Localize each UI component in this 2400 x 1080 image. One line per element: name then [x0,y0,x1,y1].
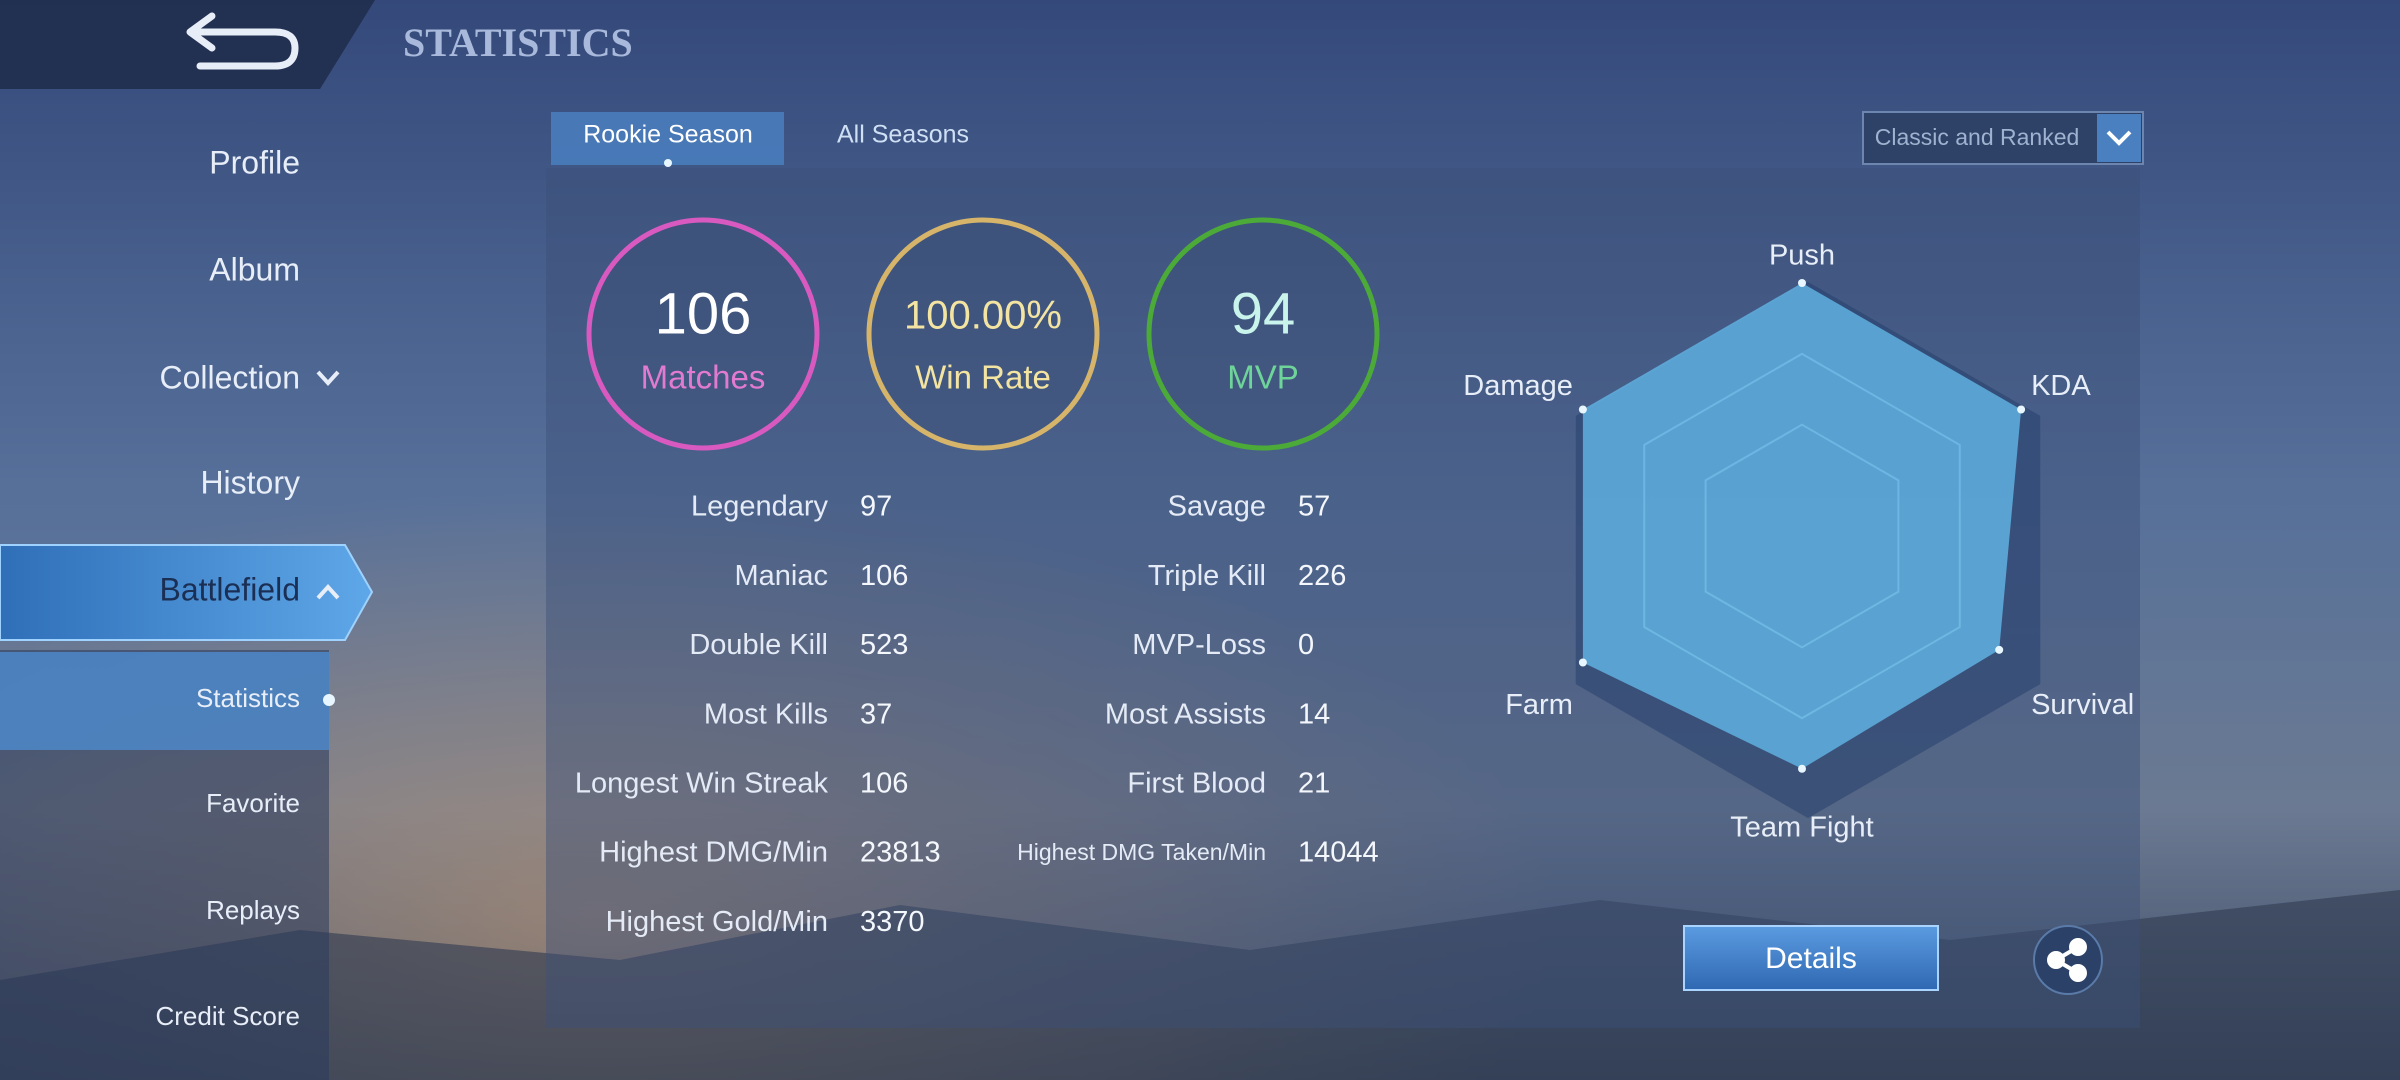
stat-value: 14 [1298,698,1330,730]
summary-ring [1146,217,1380,451]
dropdown-box [1862,111,2144,165]
stat-label: Longest Win Streak [575,767,829,799]
summary-value: 100.00% [904,294,1062,338]
radar-axis-label: Damage [1463,370,1573,402]
battlefield-chevron [316,584,340,600]
dropdown-arrow-box [2097,114,2141,162]
stat-label: MVP-Loss [1132,629,1266,661]
tab[interactable]: All Seasons [837,121,969,149]
radar-vertex [1798,279,1806,287]
details-button[interactable]: Details [1683,925,1939,991]
battlefield-highlight [0,544,374,641]
stat-label: Maniac [735,560,829,592]
stat-value: 106 [860,767,908,799]
stat-label: Highest DMG Taken/Min [1017,839,1266,865]
button-label: Details [1765,942,1857,975]
nav-subitem[interactable]: Replays [206,895,300,925]
radar-vertex [1798,764,1806,773]
radar-axis-label: Survival [2031,689,2134,721]
summary-label: MVP [1227,359,1299,396]
nav-item[interactable]: Album [209,251,300,287]
radar-axis-label: Farm [1505,689,1573,721]
radar-axis-label: KDA [2031,370,2091,402]
stat-value: 0 [1298,629,1314,661]
radar-vertex [2017,405,2026,414]
nav-item[interactable]: History [200,464,300,500]
summary-label: Matches [641,359,766,396]
radar-axis-label: Team Fight [1730,812,1873,844]
radar-area [1582,283,2022,769]
radar-ring [1643,352,1961,720]
stat-value: 57 [1298,491,1330,523]
radar-vertex [1578,658,1587,667]
dropdown-label: Classic and Ranked [1875,124,2080,150]
stat-label: Highest Gold/Min [606,906,828,938]
tab-dot [664,159,672,167]
radar-axis-label: Push [1769,240,1835,272]
stat-label: Legendary [691,491,829,523]
button-box [1683,925,1939,991]
nav-item[interactable]: Collection [159,359,300,395]
radar-ring [1704,423,1900,649]
tab[interactable]: Rookie Season [583,121,753,149]
stat-value: 23813 [860,837,941,869]
nav-subitem[interactable]: Favorite [206,788,300,818]
back-panel [0,0,375,89]
stat-label: Most Assists [1105,698,1266,730]
stat-label: First Blood [1127,767,1266,799]
nav-subitem[interactable]: Credit Score [156,1001,301,1031]
nav-subitem[interactable]: Statistics [196,683,300,713]
active-dot [323,694,335,706]
collection-chevron [316,370,340,386]
stat-value: 106 [860,560,908,592]
active-tab [551,112,784,165]
back-button[interactable] [186,12,299,70]
statistics-highlight [0,652,329,750]
summary-label: Win Rate [915,359,1051,396]
summary-ring [586,217,820,451]
share-button[interactable] [2033,925,2103,995]
radar-vertex [1995,645,2004,654]
summary-value: 94 [1231,281,1296,346]
share-icon [2047,938,2087,982]
nav-item[interactable]: Battlefield [159,571,300,607]
summary-ring [866,217,1100,451]
stat-label: Highest DMG/Min [599,837,828,869]
stat-value: 37 [860,698,892,730]
stat-label: Savage [1168,491,1266,523]
stat-value: 523 [860,629,908,661]
stat-value: 226 [1298,560,1346,592]
stat-value: 97 [860,491,892,523]
page-title: STATISTICS [403,20,633,65]
stat-value: 21 [1298,767,1330,799]
share-circle [2033,925,2103,995]
stat-label: Double Kill [689,629,828,661]
mode-dropdown[interactable]: Classic and Ranked [1862,111,2144,165]
stat-value: 14044 [1298,837,1379,869]
nav-item[interactable]: Profile [209,144,300,180]
stat-label: Triple Kill [1148,560,1266,592]
dropdown-arrow [2106,130,2132,146]
summary-value: 106 [655,281,752,346]
stat-value: 3370 [860,906,925,938]
radar-vertex [1578,405,1587,414]
stat-label: Most Kills [704,698,828,730]
